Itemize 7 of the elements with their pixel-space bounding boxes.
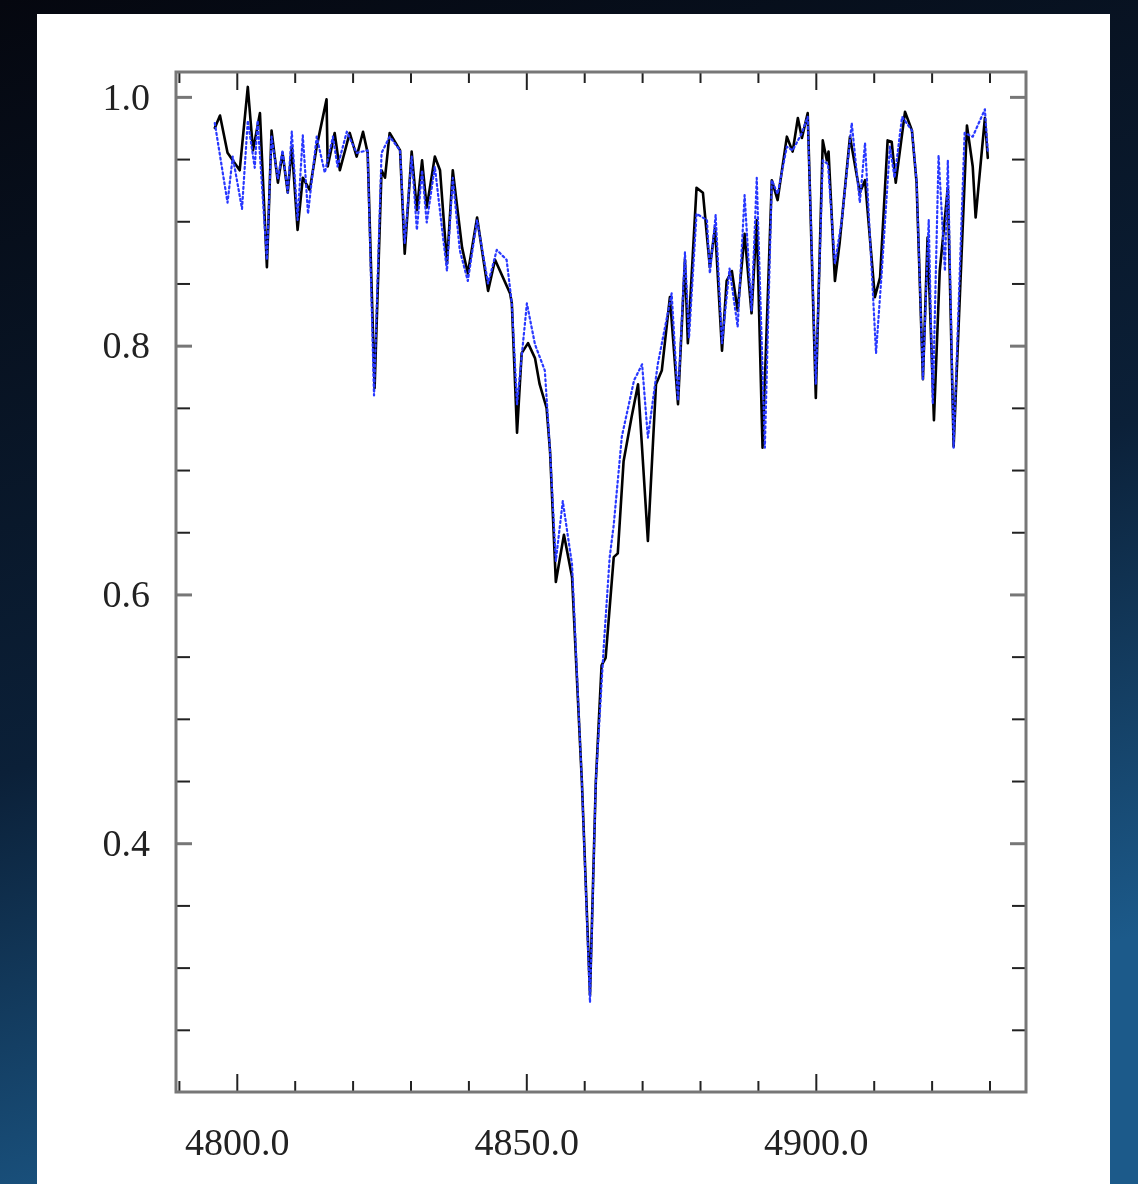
y-tick-label: 0.4 bbox=[102, 821, 150, 864]
x-tick-label: 4850.0 bbox=[474, 1120, 580, 1163]
y-tick-label: 0.8 bbox=[102, 324, 150, 367]
y-tick-label: 0.6 bbox=[102, 573, 150, 616]
y-tick-label: 1.0 bbox=[102, 75, 150, 118]
x-tick-label: 4900.0 bbox=[764, 1120, 869, 1163]
x-tick-label: 4800.0 bbox=[185, 1120, 290, 1163]
